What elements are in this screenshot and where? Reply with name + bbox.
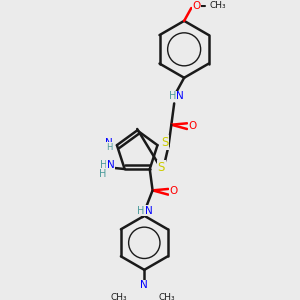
Text: CH₃: CH₃ xyxy=(210,1,226,10)
Text: N: N xyxy=(145,206,153,216)
Text: H: H xyxy=(106,143,112,152)
Text: N: N xyxy=(140,280,148,290)
Text: O: O xyxy=(192,1,200,11)
Text: H: H xyxy=(99,169,106,179)
Text: S: S xyxy=(158,161,165,174)
Text: S: S xyxy=(161,136,168,149)
Text: N: N xyxy=(107,160,115,170)
Text: H: H xyxy=(169,91,176,101)
Text: CH₃: CH₃ xyxy=(158,293,175,300)
Text: N: N xyxy=(176,91,184,101)
Text: H: H xyxy=(100,160,107,170)
Text: H: H xyxy=(137,206,144,216)
Text: CH₃: CH₃ xyxy=(111,293,127,300)
Text: O: O xyxy=(189,121,197,131)
Text: N: N xyxy=(105,138,113,148)
Text: O: O xyxy=(170,186,178,196)
